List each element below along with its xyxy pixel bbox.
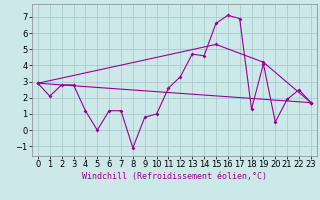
X-axis label: Windchill (Refroidissement éolien,°C): Windchill (Refroidissement éolien,°C) [82, 172, 267, 181]
